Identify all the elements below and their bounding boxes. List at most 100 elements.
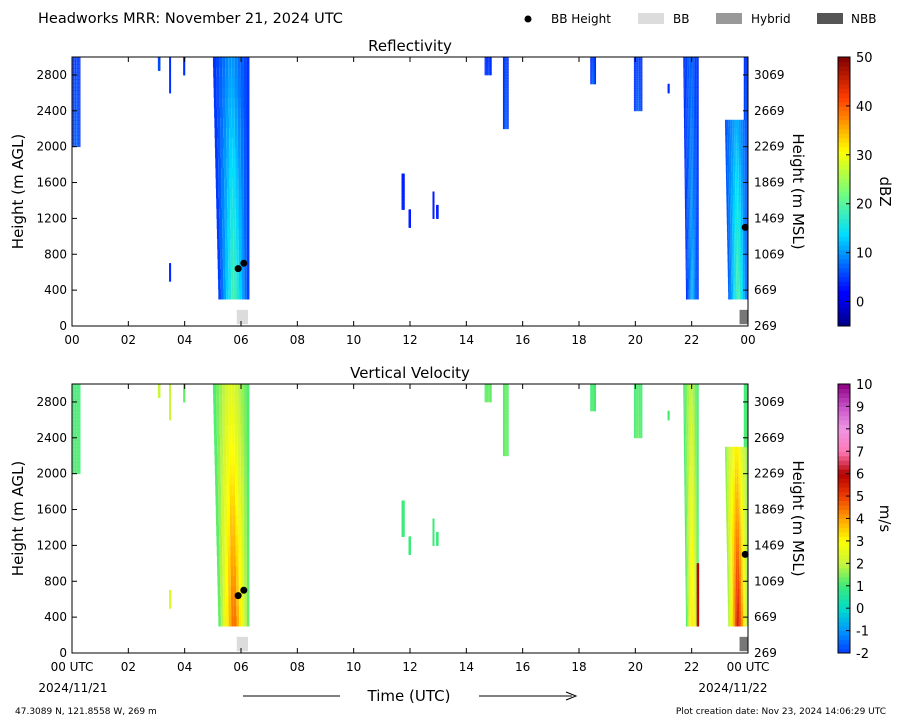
echo-cell bbox=[740, 209, 743, 218]
echo-cell bbox=[238, 198, 242, 209]
echo-cell bbox=[697, 248, 699, 260]
echo-cell bbox=[693, 57, 695, 68]
echo-cell bbox=[230, 218, 234, 229]
echo-cell bbox=[734, 127, 737, 136]
echo-cell bbox=[246, 238, 250, 250]
echo-cell bbox=[684, 67, 686, 78]
echo-cell bbox=[72, 101, 74, 106]
echo-cell bbox=[246, 208, 250, 219]
echo-cell bbox=[633, 106, 635, 109]
echo-cell bbox=[634, 95, 636, 98]
echo-cell bbox=[506, 89, 508, 94]
echo-cell bbox=[485, 72, 487, 74]
echo-cell bbox=[594, 77, 596, 79]
echo-cell bbox=[590, 60, 591, 62]
echo-cell bbox=[487, 63, 489, 65]
echo-cell bbox=[74, 57, 76, 62]
echo-cell bbox=[507, 62, 509, 67]
echo-cell bbox=[695, 157, 697, 169]
echo-cell bbox=[503, 83, 505, 88]
echo-cell bbox=[736, 291, 739, 300]
echo-cell bbox=[508, 89, 509, 94]
echo-cell bbox=[746, 111, 748, 115]
echo-cell bbox=[635, 104, 637, 107]
echo-cell bbox=[507, 116, 508, 121]
echo-cell bbox=[433, 201, 435, 204]
echo-cell bbox=[744, 291, 747, 300]
echo-cell bbox=[683, 77, 685, 88]
echo-cell bbox=[729, 291, 732, 300]
echo-cell bbox=[506, 122, 508, 127]
echo-cell bbox=[488, 72, 490, 74]
echo-cell bbox=[241, 178, 244, 189]
echo-cell bbox=[729, 254, 731, 263]
echo-cell bbox=[696, 107, 698, 118]
echo-cell bbox=[693, 97, 695, 108]
echo-cell bbox=[404, 191, 405, 194]
echo-cell bbox=[639, 79, 641, 83]
echo-cell bbox=[243, 97, 247, 108]
echo-cell bbox=[159, 69, 161, 71]
echo-cell bbox=[691, 178, 693, 189]
echo-cell bbox=[591, 70, 593, 72]
echo-cell bbox=[488, 59, 490, 61]
echo-cell bbox=[486, 60, 488, 62]
echo-cell bbox=[733, 291, 735, 300]
echo-cell bbox=[744, 209, 747, 218]
echo-cell bbox=[233, 258, 237, 270]
echo-cell bbox=[438, 208, 439, 210]
echo-cell bbox=[594, 78, 595, 80]
echo-cell bbox=[507, 65, 509, 70]
echo-cell bbox=[592, 76, 593, 78]
echo-cell bbox=[739, 276, 742, 285]
echo-cell bbox=[505, 80, 507, 85]
echo-cell bbox=[742, 276, 745, 285]
echo-cell bbox=[159, 68, 161, 70]
echo-cell bbox=[78, 71, 80, 77]
echo-cell bbox=[737, 269, 740, 278]
echo-cell bbox=[744, 111, 746, 115]
echo-cell bbox=[687, 289, 689, 300]
echo-cell bbox=[238, 268, 242, 280]
echo-cell bbox=[744, 127, 747, 136]
echo-cell bbox=[504, 104, 505, 109]
echo-cell bbox=[485, 62, 487, 64]
echo-cell bbox=[234, 57, 238, 68]
echo-cell bbox=[159, 58, 161, 60]
echo-cell bbox=[685, 178, 688, 189]
echo-cell bbox=[170, 67, 172, 70]
echo-cell bbox=[635, 61, 637, 65]
echo-cell bbox=[490, 68, 492, 71]
echo-cell bbox=[691, 208, 694, 219]
echo-cell bbox=[214, 127, 218, 139]
echo-cell bbox=[438, 210, 439, 212]
echo-cell bbox=[410, 216, 411, 219]
echo-cell bbox=[490, 58, 492, 60]
echo-cell bbox=[487, 71, 489, 74]
echo-cell bbox=[593, 73, 594, 76]
echo-cell bbox=[641, 92, 643, 96]
echo-cell bbox=[696, 218, 698, 229]
echo-cell bbox=[745, 111, 747, 115]
echo-cell bbox=[640, 59, 642, 62]
echo-cell bbox=[246, 87, 250, 98]
echo-cell bbox=[727, 179, 730, 188]
echo-cell bbox=[636, 79, 637, 83]
echo-cell bbox=[76, 124, 77, 129]
echo-cell bbox=[591, 57, 593, 59]
echo-cell bbox=[591, 76, 592, 78]
echo-cell bbox=[502, 101, 504, 106]
echo-cell bbox=[220, 268, 224, 280]
echo-cell bbox=[590, 73, 591, 76]
echo-cell bbox=[486, 68, 488, 71]
echo-cell bbox=[504, 74, 506, 79]
echo-cell bbox=[731, 269, 733, 278]
echo-cell bbox=[72, 139, 74, 144]
echo-cell bbox=[486, 68, 488, 70]
echo-cell bbox=[433, 197, 435, 199]
echo-cell bbox=[636, 104, 637, 107]
echo-cell bbox=[506, 119, 507, 124]
echo-cell bbox=[233, 248, 237, 260]
echo-cell bbox=[692, 188, 695, 199]
echo-cell bbox=[594, 82, 595, 85]
